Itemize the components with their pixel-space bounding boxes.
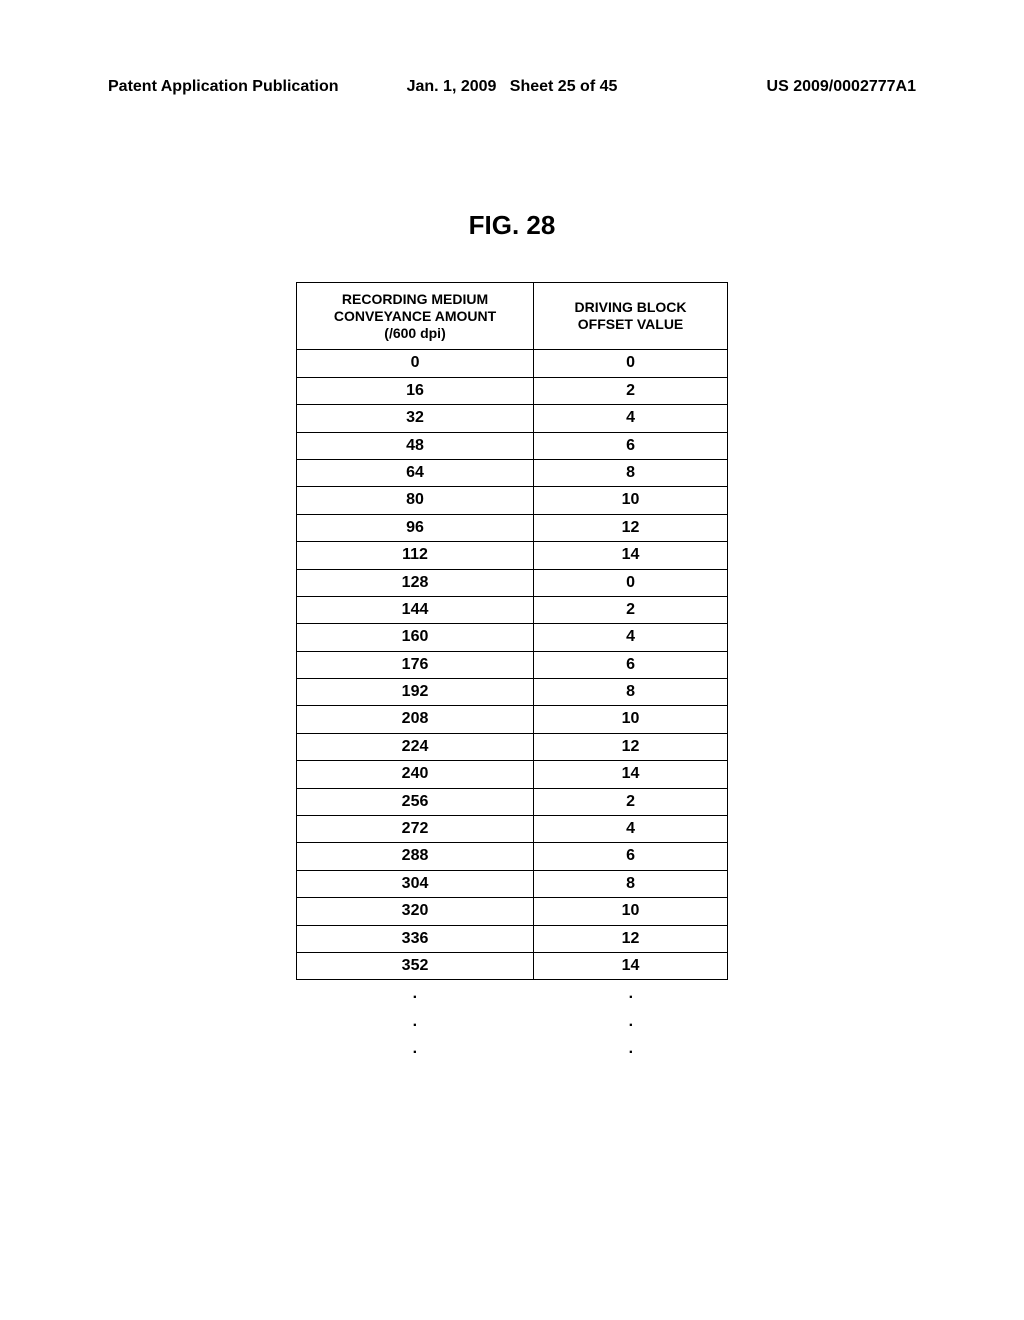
table-cell: 320 [297,898,534,925]
table-cell: 8 [534,679,728,706]
table-cell: 176 [297,651,534,678]
ellipsis-row: .. [296,980,728,1007]
table-row: 1442 [297,596,728,623]
table-row: 2562 [297,788,728,815]
table-cell: 14 [534,952,728,979]
header-sheet: Sheet 25 of 45 [510,78,618,95]
figure-title: FIG. 28 [0,210,1024,241]
table-header-row: RECORDING MEDIUMCONVEYANCE AMOUNT(/600 d… [297,283,728,350]
table-cell: 4 [534,816,728,843]
data-table: RECORDING MEDIUMCONVEYANCE AMOUNT(/600 d… [296,282,728,980]
table-cell: 2 [534,596,728,623]
ellipsis-dot: . [296,980,534,1007]
table-row: 24014 [297,761,728,788]
table-header-label: RECORDING MEDIUMCONVEYANCE AMOUNT(/600 d… [334,291,496,341]
table-cell: 0 [297,350,534,377]
table-cell: 272 [297,816,534,843]
header-date-sheet: Jan. 1, 2009 Sheet 25 of 45 [377,78,646,96]
ellipsis-dot: . [296,1035,534,1062]
ellipsis-row: .. [296,1008,728,1035]
table-cell: 4 [534,624,728,651]
header-pubno: US 2009/0002777A1 [647,78,916,96]
table-row: 9612 [297,514,728,541]
table-row: 1604 [297,624,728,651]
table-row: 00 [297,350,728,377]
table-cell: 160 [297,624,534,651]
table-cell: 2 [534,788,728,815]
table-header-label: DRIVING BLOCKOFFSET VALUE [575,299,687,332]
table-row: 35214 [297,952,728,979]
table-row: 324 [297,405,728,432]
table-cell: 12 [534,514,728,541]
table-row: 486 [297,432,728,459]
table-row: 648 [297,459,728,486]
ellipsis-block: ...... [296,980,728,1062]
table-row: 8010 [297,487,728,514]
table-row: 22412 [297,733,728,760]
ellipsis-row: .. [296,1035,728,1062]
table-row: 3048 [297,870,728,897]
table-cell: 256 [297,788,534,815]
table-cell: 10 [534,898,728,925]
table-row: 2724 [297,816,728,843]
table-header-cell: DRIVING BLOCKOFFSET VALUE [534,283,728,350]
table-cell: 0 [534,350,728,377]
table-cell: 0 [534,569,728,596]
table-cell: 32 [297,405,534,432]
table-cell: 10 [534,706,728,733]
ellipsis-dot: . [534,1008,728,1035]
table-body: 0016232448664880109612112141280144216041… [297,350,728,980]
table-cell: 288 [297,843,534,870]
table-cell: 6 [534,432,728,459]
table-container: RECORDING MEDIUMCONVEYANCE AMOUNT(/600 d… [296,282,728,1062]
table-cell: 6 [534,843,728,870]
table-cell: 64 [297,459,534,486]
table-cell: 6 [534,651,728,678]
ellipsis-dot: . [534,1035,728,1062]
table-cell: 8 [534,459,728,486]
table-cell: 10 [534,487,728,514]
table-cell: 224 [297,733,534,760]
table-row: 1280 [297,569,728,596]
header-classification: Patent Application Publication [108,78,377,96]
table-cell: 16 [297,377,534,404]
table-cell: 112 [297,542,534,569]
table-cell: 128 [297,569,534,596]
header-date: Jan. 1, 2009 [407,78,497,95]
table-row: 11214 [297,542,728,569]
table-cell: 2 [534,377,728,404]
table-cell: 144 [297,596,534,623]
table-cell: 336 [297,925,534,952]
table-row: 162 [297,377,728,404]
table-cell: 48 [297,432,534,459]
table-cell: 14 [534,542,728,569]
table-cell: 12 [534,925,728,952]
table-row: 33612 [297,925,728,952]
table-cell: 192 [297,679,534,706]
table-row: 2886 [297,843,728,870]
table-row: 32010 [297,898,728,925]
ellipsis-dot: . [296,1008,534,1035]
table-cell: 240 [297,761,534,788]
table-cell: 96 [297,514,534,541]
table-cell: 352 [297,952,534,979]
table-row: 1928 [297,679,728,706]
table-header-cell: RECORDING MEDIUMCONVEYANCE AMOUNT(/600 d… [297,283,534,350]
table-row: 1766 [297,651,728,678]
table-cell: 12 [534,733,728,760]
page-header: Patent Application Publication Jan. 1, 2… [108,78,916,96]
table-cell: 14 [534,761,728,788]
ellipsis-dot: . [534,980,728,1007]
table-cell: 4 [534,405,728,432]
table-cell: 8 [534,870,728,897]
table-cell: 208 [297,706,534,733]
table-row: 20810 [297,706,728,733]
table-cell: 80 [297,487,534,514]
table-cell: 304 [297,870,534,897]
